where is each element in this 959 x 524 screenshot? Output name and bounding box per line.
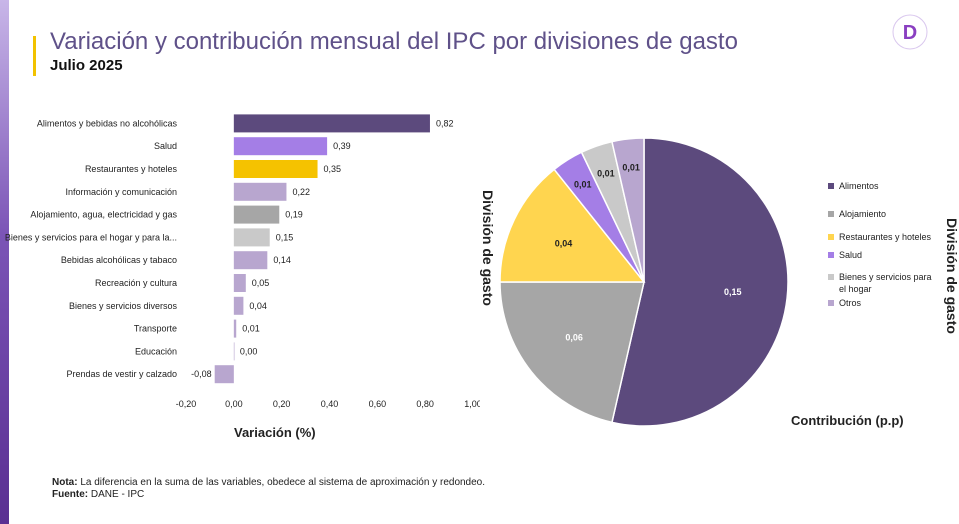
bar-category-label: Alimentos y bebidas no alcohólicas — [37, 118, 178, 128]
legend-item: Restaurantes y hoteles — [828, 231, 938, 243]
pie-data-label: 0,04 — [555, 238, 573, 248]
legend-swatch — [828, 274, 834, 280]
footnote: Nota: La diferencia en la suma de las va… — [52, 477, 485, 501]
bar-data-label: 0,01 — [242, 324, 260, 334]
x-tick-label: 0,00 — [225, 399, 243, 409]
pie-chart-x-axis-label: Contribución (p.p) — [791, 413, 904, 428]
note-text: La diferencia en la suma de las variable… — [77, 477, 486, 488]
bar — [233, 114, 430, 133]
bar-data-label: 0,35 — [324, 164, 342, 174]
pie-slice — [611, 137, 789, 427]
bar-category-label: Prendas de vestir y calzado — [66, 369, 177, 379]
pie-data-label: 0,01 — [622, 163, 640, 173]
legend-label: Salud — [839, 250, 863, 260]
pie-slice — [499, 168, 646, 283]
bar — [233, 160, 318, 178]
legend-swatch — [828, 252, 834, 258]
pie-data-label: 0,06 — [565, 333, 583, 343]
note-line: Nota: La diferencia en la suma de las va… — [52, 477, 485, 489]
x-tick-label: 0,60 — [369, 399, 387, 409]
legend-label: Alojamiento — [839, 209, 887, 219]
legend-label: Restaurantes y hoteles — [839, 232, 932, 242]
legend-item: Otros — [828, 297, 938, 309]
bar-category-label: Información y comunicación — [65, 187, 177, 197]
bar — [233, 205, 280, 224]
bar-chart-x-axis-label: Variación (%) — [234, 425, 316, 440]
legend-item: Bienes y servicios para el hogar — [828, 271, 938, 295]
bar — [214, 365, 234, 384]
bar-category-label: Recreación y cultura — [95, 278, 177, 288]
pie-data-label: 0,15 — [724, 287, 742, 297]
bar — [233, 274, 246, 292]
pie-slice — [611, 137, 645, 283]
bar-data-label: 0,14 — [273, 255, 291, 265]
bar-data-label: 0,82 — [436, 118, 454, 128]
legend-label: Bienes y servicios para el hogar — [839, 272, 932, 294]
x-tick-label: 1,00 — [464, 399, 480, 409]
left-decorative-stripe — [0, 0, 9, 524]
legend-swatch — [828, 183, 834, 189]
source-label: Fuente: — [52, 489, 89, 500]
bar-category-label: Restaurantes y hoteles — [85, 164, 178, 174]
bar-category-label: Bienes y servicios para el hogar y para … — [5, 232, 177, 242]
pie-slice — [499, 281, 645, 424]
bar-category-label: Salud — [154, 141, 177, 151]
x-tick-label: 0,80 — [416, 399, 434, 409]
pie-legend: Alimentos Alojamiento Restaurantes y hot… — [828, 180, 938, 325]
bar-data-label: 0,22 — [292, 187, 310, 197]
source-text: DANE - IPC — [88, 489, 145, 500]
dane-logo-icon: D — [892, 14, 928, 50]
bar — [233, 251, 268, 270]
bar-category-label: Alojamiento, agua, electricidad y gas — [30, 210, 177, 220]
bar-category-label: Bebidas alcohólicas y tabaco — [61, 255, 177, 265]
pie-data-label: 0,01 — [574, 179, 592, 189]
legend-item: Salud — [828, 249, 938, 261]
bar-data-label: 0,19 — [285, 210, 303, 220]
note-label: Nota: — [52, 477, 78, 488]
bar — [233, 342, 235, 361]
contribution-pie-chart: 0,15 0,06 0,04 0,01 0,01 0,01 — [499, 137, 789, 427]
bar-chart-y-axis-label: División de gasto — [480, 190, 496, 306]
title-accent-bar — [33, 36, 36, 76]
bar-data-label: 0,00 — [240, 346, 258, 356]
pie-data-label: 0,01 — [597, 168, 615, 178]
bar-data-label: 0,05 — [252, 278, 270, 288]
page-title: Variación y contribución mensual del IPC… — [50, 28, 738, 55]
bar — [233, 296, 244, 315]
legend-item: Alojamiento — [828, 208, 938, 220]
legend-swatch — [828, 211, 834, 217]
x-tick-label: -0,20 — [176, 399, 197, 409]
bar — [233, 182, 287, 201]
bar-data-label: 0,04 — [249, 301, 267, 311]
variation-bar-chart: Alimentos y bebidas no alcohólicas 0,82 Sa… — [5, 114, 480, 409]
legend-swatch — [828, 234, 834, 240]
source-line: Fuente: DANE - IPC — [52, 489, 485, 501]
page-subtitle: Julio 2025 — [50, 57, 123, 74]
x-tick-label: 0,20 — [273, 399, 291, 409]
bar — [233, 137, 328, 156]
bar-category-label: Bienes y servicios diversos — [69, 301, 178, 311]
bar-data-label: 0,39 — [333, 141, 351, 151]
legend-label: Otros — [839, 298, 862, 308]
logo-letter: D — [903, 22, 917, 44]
bar — [233, 319, 237, 338]
legend-item: Alimentos — [828, 180, 938, 192]
bar-category-label: Educación — [135, 346, 177, 356]
bar — [233, 228, 270, 247]
bar-data-label: -0,08 — [191, 369, 212, 379]
legend-label: Alimentos — [839, 181, 879, 191]
legend-swatch — [828, 300, 834, 306]
pie-chart-y-axis-label: División de gasto — [944, 218, 959, 334]
bar-data-label: 0,15 — [276, 232, 294, 242]
bar-category-label: Transporte — [134, 324, 177, 334]
x-tick-label: 0,40 — [321, 399, 339, 409]
